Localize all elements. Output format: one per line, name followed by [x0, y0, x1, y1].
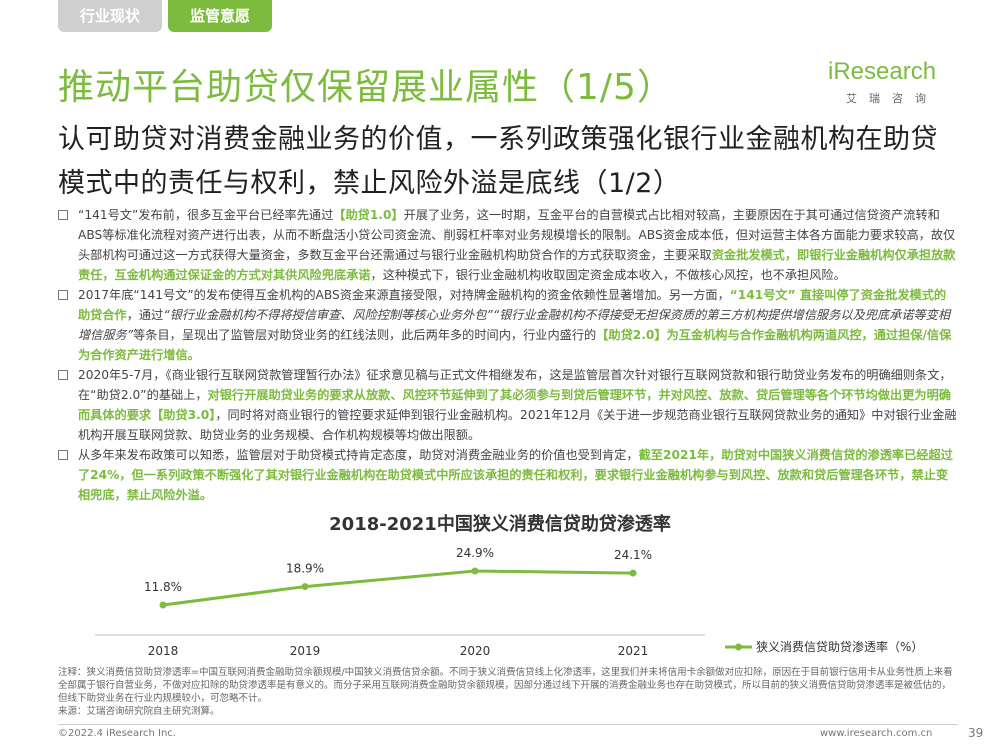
note-line: 注释：狭义消费信贷助贷渗透率=中国互联网消费金融助贷余额规模/中国狭义消费信贷余…: [58, 667, 953, 704]
bullet-segment: 从多年来发布政策可以知悉，监管层对于助贷模式持肯定态度，助贷对消费金融业务的价值…: [78, 448, 639, 462]
bullet-segment: 截至2021年，助贷对中国狭义消费信贷的渗透率已经超过了24%，但一系列政策不断…: [78, 448, 953, 502]
tab-industry-status[interactable]: 行业现状: [58, 0, 162, 32]
bullet-segment: “银行业金融机构不得将授信审查、风险控制等核心业务外包”“银行业金融机构不得接受…: [78, 308, 951, 342]
bullet-segment: 【助贷1.0】: [333, 208, 404, 222]
source-line: 来源：艾瑞咨询研究院自主研究测算。: [58, 706, 220, 717]
bullet-square-icon: [58, 210, 68, 220]
bullet-text: “141号文”发布前，很多互金平台已经率先通过【助贷1.0】开展了业务，这一时期…: [78, 205, 958, 285]
bullet-segment: ，这种模式下，银行业金融机构收取固定资金成本收入，不做核心风控，也不承担风险。: [370, 268, 846, 282]
page-subtitle: 认可助贷对消费金融业务的价值，一系列政策强化银行业金融机构在助贷模式中的责任与权…: [58, 124, 938, 199]
bullet-item: 从多年来发布政策可以知悉，监管层对于助贷模式持肯定态度，助贷对消费金融业务的价值…: [58, 445, 958, 505]
bullet-segment: 开展了业务，这一时期，互金平台的自营模式占比相对较高，主要原因在于其可通过信贷资…: [78, 208, 956, 262]
x-tick-label: 2020: [460, 644, 491, 658]
x-tick-label: 2019: [290, 644, 321, 658]
bullet-text: 从多年来发布政策可以知悉，监管层对于助贷模式持肯定态度，助贷对消费金融业务的价值…: [78, 445, 958, 505]
bullet-segment: ，通过: [126, 308, 164, 322]
tab-regulatory-intent[interactable]: 监管意愿: [168, 0, 272, 32]
bullet-segment: 2020年5-7月，《商业银行互联网贷款管理暂行办法》征求意见稿与正式文件相继发…: [78, 368, 952, 402]
copyright: ©2022.4 iResearch Inc.: [58, 728, 176, 739]
x-tick-label: 2021: [618, 644, 649, 658]
page-number: 39: [968, 726, 984, 740]
data-point: [159, 601, 167, 609]
footer-divider: [58, 724, 958, 725]
logo-sub-text: 艾瑞咨询: [846, 92, 938, 105]
bullet-square-icon: [58, 450, 68, 460]
bullet-item: 2017年底“141号文”的发布使得互金机构的ABS资金来源直接受限，对持牌金融…: [58, 285, 958, 365]
notes: 注释：狭义消费信贷助贷渗透率=中国互联网消费金融助贷余额规模/中国狭义消费信贷余…: [58, 666, 958, 718]
bullet-text: 2020年5-7月，《商业银行互联网贷款管理暂行办法》征求意见稿与正式文件相继发…: [78, 365, 958, 445]
data-label: 24.9%: [456, 546, 494, 560]
bullet-segment: 2017年底“141号文”的发布使得互金机构的ABS资金来源直接受限，对持牌金融…: [78, 288, 730, 302]
line-chart: 狭义消费信贷助贷渗透率（%） 11.8% 2018 18.9% 2019 24.9% 20…: [95, 546, 923, 658]
legend-marker: [735, 643, 742, 651]
legend-label: 狭义消费信贷助贷渗透率（%）: [756, 639, 923, 654]
x-tick-label: 2018: [148, 644, 179, 658]
page-title: 推动平台助贷仅保留展业属性（1/5）: [58, 67, 674, 108]
data-label: 24.1%: [614, 548, 652, 562]
bullet-square-icon: [58, 370, 68, 380]
bullet-segment: “141号文” 直接叫停了资金批发模式的助贷合作: [78, 288, 947, 322]
website-link[interactable]: www.iresearch.com.cn: [820, 728, 933, 739]
bullet-item: 2020年5-7月，《商业银行互联网贷款管理暂行办法》征求意见稿与正式文件相继发…: [58, 365, 958, 445]
data-point: [629, 569, 637, 577]
bullet-segment: 对银行开展助贷业务的要求从放款、风控环节延伸到了其必须参与到贷后管理环节，并对风…: [78, 388, 951, 422]
bullet-text: 2017年底“141号文”的发布使得互金机构的ABS资金来源直接受限，对持牌金融…: [78, 285, 958, 365]
bullet-list: “141号文”发布前，很多互金平台已经率先通过【助贷1.0】开展了业务，这一时期…: [58, 205, 958, 505]
bullet-item: “141号文”发布前，很多互金平台已经率先通过【助贷1.0】开展了业务，这一时期…: [58, 205, 958, 285]
bullet-segment: 等条目，呈现出了监管层对助贷业务的红线法则，此后两年多的时间内，行业内盛行的: [133, 328, 597, 342]
bullet-segment: 资金批发模式，即银行业金融机构仅承担放款责任，互金机构通过保证金的方式对其供风险…: [78, 248, 956, 282]
chart-title: 2018-2021中国狭义消费信贷助贷渗透率: [329, 514, 671, 535]
logo-main-text: iResearch: [828, 58, 937, 85]
bullet-segment: “141号文”发布前，很多互金平台已经率先通过: [78, 208, 334, 222]
data-point: [301, 583, 309, 591]
bullet-square-icon: [58, 290, 68, 300]
iresearch-logo: iResearch 艾瑞咨询: [828, 58, 948, 116]
bullet-segment: ，同时将对商业银行的管控要求延伸到银行业金融机构。2021年12月《关于进一步规…: [78, 408, 957, 442]
data-point: [471, 567, 479, 575]
data-label: 18.9%: [286, 562, 324, 576]
bullet-segment: 【助贷2.0】为互金机构与合作金融机构两道风控，通过担保/信保为合作资产进行增信…: [78, 328, 952, 362]
chart-series-line: [162, 569, 634, 607]
top-tabs: 行业现状 监管意愿: [58, 0, 272, 34]
data-label: 11.8%: [144, 580, 182, 594]
